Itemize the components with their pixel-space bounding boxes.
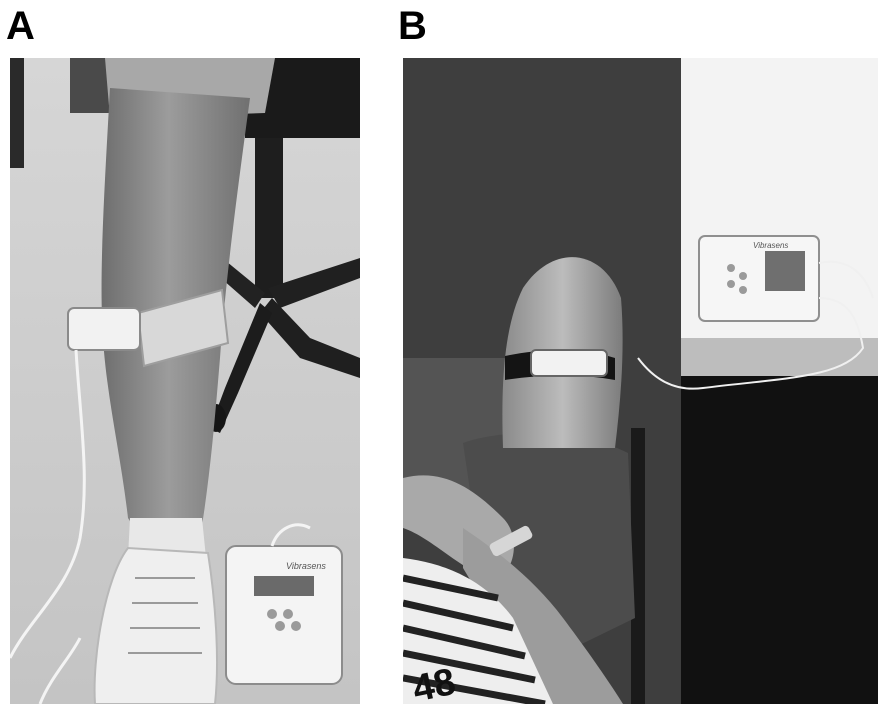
panel-b-photo-illustration: Vibrasens 48 [403,58,878,704]
control-button [727,280,735,288]
sneaker [93,546,219,704]
forearm [463,528,623,704]
control-unit-display [254,576,314,596]
velcro-strap [136,288,230,368]
panel-b-photo: Vibrasens 48 [403,58,878,704]
shirt-stripes [403,574,546,704]
control-button [291,621,301,631]
device-brand-label: Vibrasens [753,241,788,250]
panel-a-photo: Vibrasens [10,58,360,704]
office-chair-arm [260,298,360,378]
office-chair-column [255,138,283,298]
vibration-sensor [67,307,141,351]
panel-a-label: A [6,4,35,48]
control-unit-cable [818,260,874,299]
control-button [283,609,293,619]
table-shadow [681,376,878,704]
shirt-print: 48 [409,661,459,704]
control-button [275,621,285,631]
control-unit-display [765,251,805,291]
device-brand-label: Vibrasens [286,561,326,571]
sensor-cable [637,297,865,390]
control-button [739,272,747,280]
vibration-sensor [530,349,608,377]
chair-base [70,58,110,113]
control-unit-cable [270,523,311,547]
office-chair-arm [210,303,272,433]
control-button [267,609,277,619]
panel-b-label: B [398,4,427,48]
table-edge [681,338,878,376]
shoelaces [128,577,202,654]
office-chair-arm [268,258,360,308]
control-button [727,264,735,272]
sensor-cable [38,637,82,704]
chair-frame [631,428,645,704]
sensor-cable [10,349,86,659]
panel-a-photo-illustration: Vibrasens [10,58,360,704]
wristwatch [489,525,533,557]
striped-shirt [403,558,553,704]
chair-leg [10,58,24,168]
control-button [739,286,747,294]
sock [128,518,206,558]
